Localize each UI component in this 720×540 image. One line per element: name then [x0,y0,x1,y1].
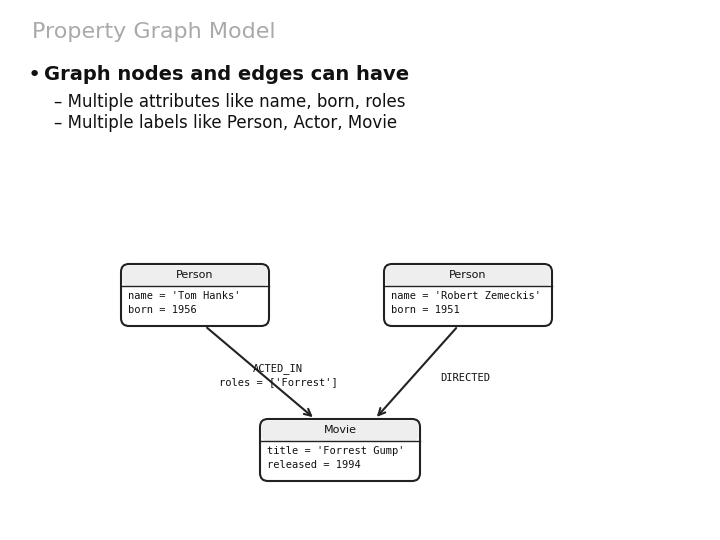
Text: Property Graph Model: Property Graph Model [32,22,276,42]
Text: Graph nodes and edges can have: Graph nodes and edges can have [44,65,409,84]
FancyBboxPatch shape [122,266,268,287]
Text: name = 'Robert Zemeckis'
born = 1951: name = 'Robert Zemeckis' born = 1951 [391,291,541,315]
Text: – Multiple labels like Person, Actor, Movie: – Multiple labels like Person, Actor, Mo… [54,114,397,132]
Text: ACTED_IN
roles = ['Forrest']: ACTED_IN roles = ['Forrest'] [219,363,338,387]
Text: name = 'Tom Hanks'
born = 1956: name = 'Tom Hanks' born = 1956 [128,291,240,315]
FancyBboxPatch shape [121,264,269,326]
FancyBboxPatch shape [261,421,418,442]
Text: DIRECTED: DIRECTED [440,373,490,383]
Text: Movie: Movie [323,425,356,435]
FancyBboxPatch shape [384,264,552,326]
Text: •: • [28,65,41,85]
FancyBboxPatch shape [260,419,420,481]
Text: Person: Person [176,270,214,280]
Text: – Multiple attributes like name, born, roles: – Multiple attributes like name, born, r… [54,93,405,111]
Text: Person: Person [449,270,487,280]
FancyBboxPatch shape [385,266,551,287]
Text: title = 'Forrest Gump'
released = 1994: title = 'Forrest Gump' released = 1994 [267,446,405,470]
